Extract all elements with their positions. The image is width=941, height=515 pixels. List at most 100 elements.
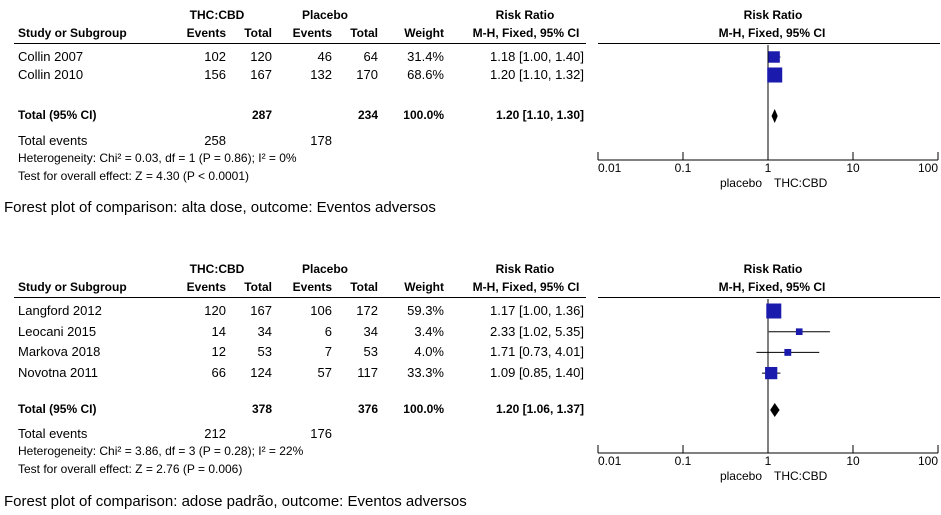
weight: 33.3% xyxy=(407,365,444,381)
header-pl-total: Total xyxy=(350,280,378,294)
placebo-events: 46 xyxy=(317,49,332,64)
header-risk-ratio: Risk Ratio xyxy=(495,8,555,22)
placebo-total: 34 xyxy=(363,323,378,339)
weight: 31.4% xyxy=(407,49,444,64)
header-pl-total: Total xyxy=(350,26,378,40)
plot-header-rule xyxy=(598,43,940,44)
placebo-total: 170 xyxy=(356,67,378,82)
x-tick-label: 100 xyxy=(918,161,938,175)
study-marker xyxy=(768,51,780,63)
plot-header-rule xyxy=(598,297,940,298)
header-placebo-group: Placebo xyxy=(301,262,349,276)
header-weight: Weight xyxy=(404,280,444,294)
thc-total: 167 xyxy=(250,303,272,318)
weight: 59.3% xyxy=(407,303,444,318)
figure-caption: Forest plot of comparison: adose padrão,… xyxy=(4,493,467,510)
total-label: Total (95% CI) xyxy=(18,402,97,416)
header-weight: Weight xyxy=(404,26,444,40)
thc-total: 34 xyxy=(257,323,272,339)
placebo-events: 7 xyxy=(324,344,332,360)
total-events-thc: 212 xyxy=(204,426,226,441)
placebo-events: 6 xyxy=(324,323,332,339)
total-placebo: 376 xyxy=(357,402,378,416)
header-thc-group: THC:CBD xyxy=(189,262,245,276)
risk-ratio-ci: 2.33 [1.02, 5.35] xyxy=(490,323,584,339)
thc-events: 14 xyxy=(211,323,226,339)
header-rr-method: M-H, Fixed, 95% CI xyxy=(472,26,580,40)
weight: 4.0% xyxy=(414,344,444,360)
header-thc-total: Total xyxy=(244,280,272,294)
x-tick-label: 0.01 xyxy=(598,454,622,468)
x-tick-label: 0.1 xyxy=(675,161,692,175)
total-thc: 287 xyxy=(251,108,272,122)
study-name: Leocani 2015 xyxy=(18,323,97,339)
header-thc-events: Events xyxy=(186,280,226,294)
placebo-total: 64 xyxy=(363,49,378,64)
x-tick-label: 0.01 xyxy=(598,161,622,175)
study-marker xyxy=(765,366,778,380)
header-pl-events: Events xyxy=(292,280,332,294)
study-marker xyxy=(784,348,792,356)
header-study: Study or Subgroup xyxy=(18,280,127,294)
header-placebo-group: Placebo xyxy=(301,8,349,22)
header-rule xyxy=(14,297,586,298)
thc-events: 66 xyxy=(211,365,226,381)
study-name: Collin 2010 xyxy=(18,67,84,82)
favours-right-label: THC:CBD xyxy=(774,469,828,483)
study-name: Collin 2007 xyxy=(18,49,84,64)
thc-events: 120 xyxy=(204,303,226,318)
favours-left-label: placebo xyxy=(720,176,762,190)
header-risk-ratio: Risk Ratio xyxy=(495,262,555,276)
placebo-events: 106 xyxy=(310,303,332,318)
total-risk-ratio-ci: 1.20 [1.10, 1.30] xyxy=(495,108,584,122)
risk-ratio-ci: 1.09 [0.85, 1.40] xyxy=(490,365,584,381)
thc-total: 53 xyxy=(257,344,272,360)
risk-ratio-ci: 1.18 [1.00, 1.40] xyxy=(490,49,584,64)
total-weight: 100.0% xyxy=(403,402,444,416)
thc-events: 12 xyxy=(211,344,226,360)
plot-header-risk-ratio: Risk Ratio xyxy=(743,262,803,276)
total-events-label: Total events xyxy=(18,426,88,441)
total-events-placebo: 178 xyxy=(310,133,332,148)
x-tick-label: 1 xyxy=(765,454,772,468)
placebo-total: 53 xyxy=(363,344,378,360)
total-risk-ratio-ci: 1.20 [1.06, 1.37] xyxy=(495,402,584,416)
study-marker xyxy=(767,67,783,83)
summary-diamond xyxy=(770,403,780,417)
total-label: Total (95% CI) xyxy=(18,108,97,122)
total-weight: 100.0% xyxy=(403,108,444,122)
x-tick-label: 1 xyxy=(765,161,772,175)
placebo-total: 117 xyxy=(357,365,378,381)
total-events-thc: 258 xyxy=(204,133,226,148)
x-tick-label: 100 xyxy=(918,454,938,468)
x-tick-label: 10 xyxy=(846,161,860,175)
plot-header-risk-ratio: Risk Ratio xyxy=(743,8,803,22)
risk-ratio-ci: 1.20 [1.10, 1.32] xyxy=(490,67,584,82)
favours-left-label: placebo xyxy=(720,469,762,483)
header-pl-events: Events xyxy=(292,26,332,40)
study-marker xyxy=(795,328,803,336)
header-rr-method: M-H, Fixed, 95% CI xyxy=(472,280,580,294)
heterogeneity: Heterogeneity: Chi² = 3.86, df = 3 (P = … xyxy=(18,444,304,458)
placebo-events: 57 xyxy=(317,365,332,381)
placebo-total: 172 xyxy=(356,303,378,318)
figure-caption: Forest plot of comparison: alta dose, ou… xyxy=(4,199,436,216)
thc-events: 156 xyxy=(204,67,226,82)
thc-events: 102 xyxy=(204,49,226,64)
x-tick-label: 0.1 xyxy=(675,454,692,468)
plot-header-rr-method: M-H, Fixed, 95% CI xyxy=(718,280,826,294)
heterogeneity: Heterogeneity: Chi² = 0.03, df = 1 (P = … xyxy=(18,151,297,165)
thc-total: 167 xyxy=(250,67,272,82)
thc-total: 120 xyxy=(250,49,272,64)
total-events-label: Total events xyxy=(18,133,88,148)
weight: 68.6% xyxy=(407,67,444,82)
study-name: Novotna 2011 xyxy=(18,365,98,381)
placebo-events: 132 xyxy=(310,67,332,82)
favours-right-label: THC:CBD xyxy=(774,176,828,190)
x-tick-label: 10 xyxy=(846,454,860,468)
study-name: Langford 2012 xyxy=(18,303,102,318)
overall-effect: Test for overall effect: Z = 2.76 (P = 0… xyxy=(18,462,243,476)
total-thc: 378 xyxy=(251,402,272,416)
risk-ratio-ci: 1.71 [0.73, 4.01] xyxy=(490,344,584,360)
header-thc-group: THC:CBD xyxy=(189,8,245,22)
